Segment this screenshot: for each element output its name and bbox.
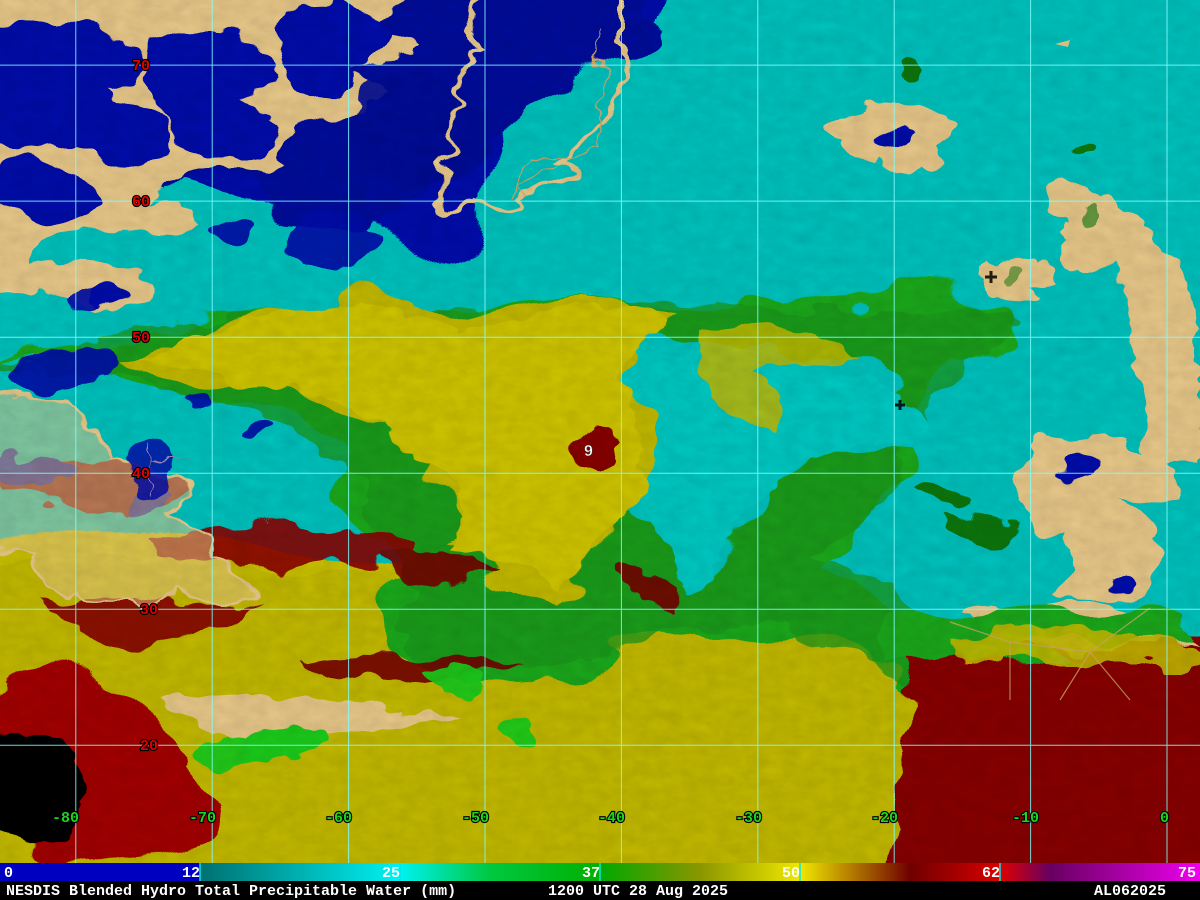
svg-text:50: 50 [782,865,800,882]
svg-text:12: 12 [182,865,200,882]
svg-text:-30: -30 [735,810,762,827]
svg-text:60: 60 [132,194,150,211]
svg-text:-60: -60 [325,810,352,827]
svg-text:0: 0 [1160,810,1169,827]
svg-text:20: 20 [140,738,158,755]
svg-text:25: 25 [382,865,400,882]
svg-text:62: 62 [982,865,1000,882]
svg-text:75: 75 [1178,865,1196,882]
svg-text:AL062025: AL062025 [1094,883,1166,900]
svg-text:-50: -50 [462,810,489,827]
svg-text:-20: -20 [871,810,898,827]
svg-text:-80: -80 [52,810,79,827]
svg-text:1200 UTC 28 Aug 2025: 1200 UTC 28 Aug 2025 [548,883,728,900]
svg-text:NESDIS Blended Hydro Total Pre: NESDIS Blended Hydro Total Precipitable … [6,883,456,900]
svg-text:40: 40 [132,466,150,483]
svg-text:-40: -40 [598,810,625,827]
svg-text:70: 70 [132,58,150,75]
svg-text:30: 30 [140,602,158,619]
svg-text:-10: -10 [1012,810,1039,827]
svg-text:0: 0 [4,865,13,882]
svg-text:-70: -70 [189,810,216,827]
svg-text:9: 9 [584,443,593,460]
svg-text:50: 50 [132,330,150,347]
svg-text:37: 37 [582,865,600,882]
